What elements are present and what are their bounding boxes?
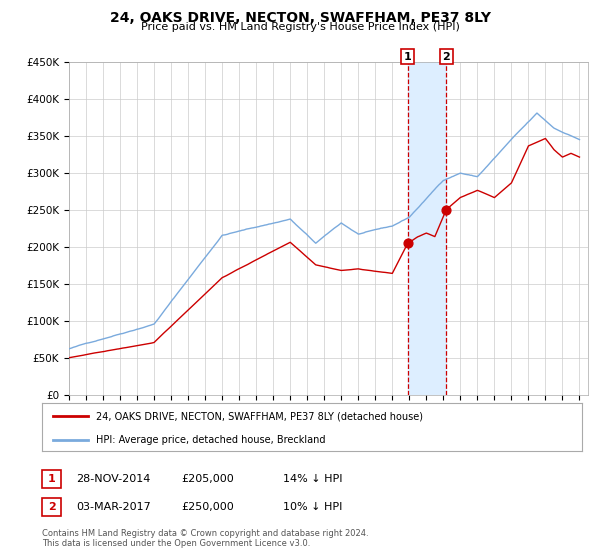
- Text: 1: 1: [48, 474, 55, 484]
- Text: 14% ↓ HPI: 14% ↓ HPI: [283, 474, 343, 484]
- Point: [403, 239, 413, 248]
- Text: 2: 2: [442, 52, 450, 62]
- Text: 1: 1: [404, 52, 412, 62]
- Text: £250,000: £250,000: [181, 502, 234, 512]
- Text: Price paid vs. HM Land Registry's House Price Index (HPI): Price paid vs. HM Land Registry's House …: [140, 22, 460, 32]
- Text: 28-NOV-2014: 28-NOV-2014: [76, 474, 151, 484]
- Text: 24, OAKS DRIVE, NECTON, SWAFFHAM, PE37 8LY (detached house): 24, OAKS DRIVE, NECTON, SWAFFHAM, PE37 8…: [96, 411, 423, 421]
- Point: [442, 205, 451, 214]
- Text: 10% ↓ HPI: 10% ↓ HPI: [283, 502, 343, 512]
- Text: Contains HM Land Registry data © Crown copyright and database right 2024.: Contains HM Land Registry data © Crown c…: [42, 529, 368, 538]
- Text: 03-MAR-2017: 03-MAR-2017: [76, 502, 151, 512]
- Text: 24, OAKS DRIVE, NECTON, SWAFFHAM, PE37 8LY: 24, OAKS DRIVE, NECTON, SWAFFHAM, PE37 8…: [110, 11, 491, 25]
- Bar: [408, 62, 446, 395]
- Text: This data is licensed under the Open Government Licence v3.0.: This data is licensed under the Open Gov…: [42, 539, 310, 548]
- Text: £205,000: £205,000: [181, 474, 234, 484]
- Text: HPI: Average price, detached house, Breckland: HPI: Average price, detached house, Brec…: [96, 435, 325, 445]
- Text: 2: 2: [48, 502, 55, 512]
